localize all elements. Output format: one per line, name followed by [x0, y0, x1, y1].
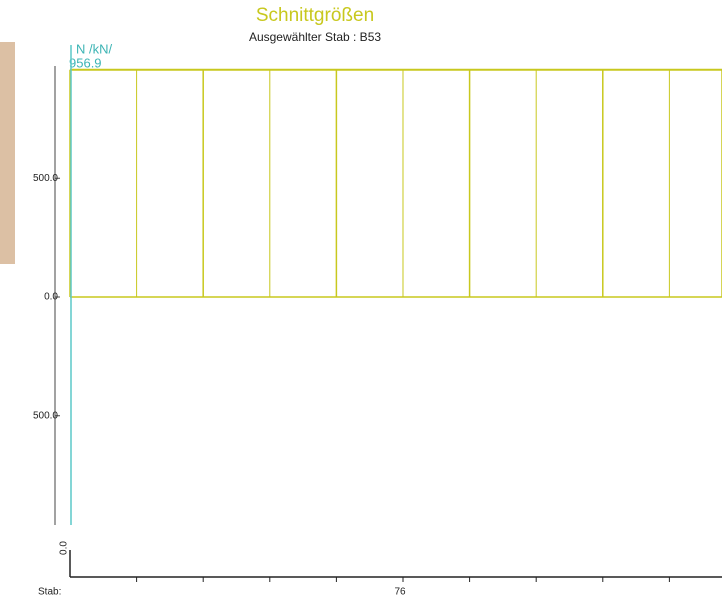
y-tick-label: 500.0: [33, 173, 58, 184]
y-tick-label: 500.0: [33, 410, 58, 421]
chart-title: Schnittgrößen: [256, 5, 374, 26]
member-label: 76: [394, 587, 406, 598]
max-value-label: 956.9: [69, 55, 102, 70]
y-axis-label: N /kN/: [76, 41, 113, 56]
side-panel: [0, 42, 15, 264]
x-tick-label: 0.0: [59, 541, 70, 555]
x-axis-label: Stab:: [38, 587, 61, 598]
chart-subtitle: Ausgewählter Stab : B53: [249, 30, 381, 44]
y-tick-label: 0.0: [44, 292, 58, 303]
